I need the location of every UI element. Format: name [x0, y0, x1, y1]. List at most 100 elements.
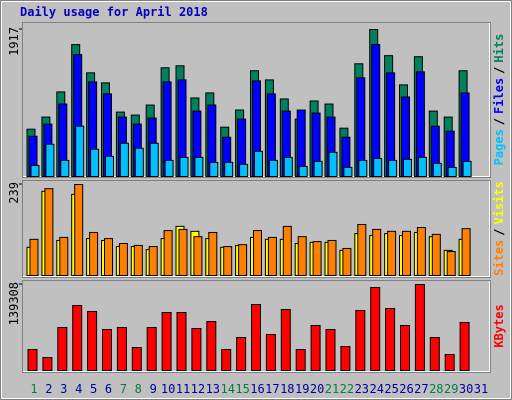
bar: [27, 348, 38, 372]
bar: [416, 227, 426, 276]
bar: [342, 247, 352, 276]
bar: [44, 188, 54, 276]
bar: [280, 308, 291, 372]
bar: [414, 284, 425, 371]
legend-separator: /: [492, 67, 506, 74]
bar: [89, 231, 99, 277]
bar: [194, 156, 204, 177]
x-tick-label: 26: [399, 382, 413, 396]
bar: [267, 236, 277, 276]
bar: [223, 246, 233, 276]
bar: [75, 125, 85, 178]
bar: [295, 348, 306, 372]
bar: [133, 244, 143, 276]
bar: [297, 236, 307, 276]
bar: [74, 184, 84, 276]
bar: [446, 251, 456, 277]
bar: [87, 310, 98, 371]
x-tick-label: 18: [280, 382, 294, 396]
bar: [29, 238, 39, 276]
bar: [432, 162, 442, 178]
bar: [372, 228, 382, 276]
bar: [131, 346, 142, 371]
bar: [282, 225, 292, 276]
bar: [72, 304, 83, 372]
x-tick-label: 23: [355, 382, 369, 396]
bar: [191, 327, 202, 371]
x-tick-label: 14: [220, 382, 234, 396]
bar: [163, 230, 173, 277]
bar: [327, 239, 337, 277]
bar: [60, 159, 70, 177]
x-tick-label: 31: [474, 382, 488, 396]
x-tick-label: 9: [150, 382, 157, 396]
bar: [370, 286, 381, 372]
bar: [459, 321, 470, 372]
x-tick-label: 28: [429, 382, 443, 396]
x-tick-label: 20: [310, 382, 324, 396]
bar: [105, 155, 114, 177]
legend: KBytes: [492, 304, 506, 347]
x-tick-label: 5: [90, 382, 97, 396]
bar: [104, 238, 113, 276]
x-tick-label: 21: [325, 382, 339, 396]
x-tick-label: 4: [75, 382, 82, 396]
bar: [251, 303, 261, 372]
legend: Sites / Visits: [492, 181, 506, 276]
x-tick-label: 10: [161, 382, 175, 396]
bar: [178, 228, 188, 276]
bar: [461, 228, 471, 276]
bar: [444, 353, 455, 372]
bar: [387, 230, 397, 277]
bar: [431, 233, 441, 276]
bar: [265, 333, 276, 371]
x-tick-label: 17: [265, 382, 279, 396]
bar: [343, 166, 353, 178]
bar: [358, 159, 368, 177]
bar: [208, 231, 218, 277]
bar: [102, 328, 112, 371]
bar: [268, 159, 278, 177]
legend-entry: Hits: [492, 34, 506, 63]
x-tick-label: 13: [206, 382, 220, 396]
bar: [224, 161, 234, 178]
x-tick-label: 2: [45, 382, 52, 396]
x-tick-label: 16: [250, 382, 264, 396]
x-tick-label: 8: [135, 382, 142, 396]
bar: [118, 243, 128, 277]
bar: [253, 230, 262, 277]
bar: [357, 223, 367, 276]
bar: [325, 328, 336, 371]
bar: [161, 311, 172, 371]
bar: [149, 142, 159, 177]
x-tick-label: 27: [414, 382, 428, 396]
x-tick-label: 19: [295, 382, 309, 396]
bar: [313, 160, 323, 178]
bar: [328, 151, 338, 178]
legend-entry: Sites: [492, 240, 506, 276]
bar: [116, 326, 127, 372]
bar: [283, 156, 293, 177]
legend-entry: KBytes: [492, 304, 506, 347]
bar: [312, 241, 322, 277]
x-tick-label: 7: [120, 382, 127, 396]
y-tick-label: 139308: [7, 282, 21, 325]
bar: [146, 326, 157, 372]
x-tick-label: 15: [235, 382, 249, 396]
bar: [355, 309, 366, 372]
bar: [340, 345, 351, 371]
bar: [403, 158, 412, 177]
bar: [119, 142, 129, 177]
bar: [30, 164, 40, 178]
x-tick-label: 6: [105, 382, 112, 396]
x-tick-label: 24: [369, 382, 383, 396]
bar: [236, 336, 247, 372]
bar: [134, 147, 144, 178]
bar: [148, 246, 158, 276]
bar: [59, 236, 69, 276]
bar: [238, 244, 248, 276]
legend-separator: /: [492, 118, 506, 125]
bar: [298, 165, 308, 178]
bar: [310, 324, 321, 371]
